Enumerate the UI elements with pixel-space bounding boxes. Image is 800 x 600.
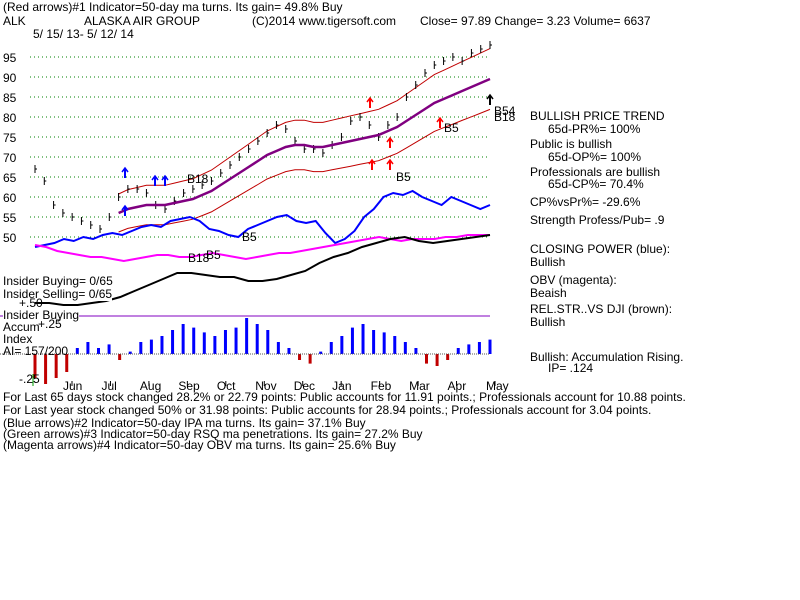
b18-annotation-c: B18 xyxy=(494,110,516,124)
y-tick-label: 55 xyxy=(3,211,17,225)
footer-magenta-arrows: (Magenta arrows)#4 Indicator=50-day OBV … xyxy=(3,438,396,452)
relstr-label: REL.STR..VS DJI (brown): xyxy=(530,302,673,316)
x-tick-label: Oct xyxy=(217,379,236,393)
obv-state: Beaish xyxy=(530,286,567,300)
closing-power-state: Bullish xyxy=(530,255,566,269)
lower-band xyxy=(118,108,491,233)
company-name: ALASKA AIR GROUP xyxy=(84,14,201,28)
y-tick-label: 50 xyxy=(3,231,17,245)
insider-selling-count: Insider Selling= 0/65 xyxy=(3,287,113,301)
chart-series xyxy=(33,41,492,384)
indicator-1-line: (Red arrows)#1 Indicator=50-day ma turns… xyxy=(3,0,343,14)
y-tick-label: 85 xyxy=(3,91,17,105)
obv-label: OBV (magenta): xyxy=(530,273,617,287)
footer-green-arrows: (Green arrows)#3 Indicator=50-day RSQ ma… xyxy=(3,427,423,441)
y-tick-label: 80 xyxy=(3,111,17,125)
x-tick-label: Jun xyxy=(63,379,82,393)
accum-status: Bullish: Accumulation Rising. xyxy=(530,350,684,364)
y-tick-label: 60 xyxy=(3,191,17,205)
cpvspr-label: CP%vsPr%= -29.6% xyxy=(530,195,641,209)
b18-annotation-a: B18 xyxy=(187,172,209,186)
b5-annotation-b: B5 xyxy=(242,230,257,244)
x-tick-label: Nov xyxy=(255,379,276,393)
quote-line: Close= 97.89 Change= 3.23 Volume= 6637 xyxy=(420,14,651,28)
y-tick-label: 95 xyxy=(3,51,17,65)
x-tick-label: Jul xyxy=(101,379,116,393)
y-tick-label: 65 xyxy=(3,171,17,185)
y-tick-label: 75 xyxy=(3,131,17,145)
op-label: 65d-OP%= 100% xyxy=(548,150,642,164)
bollinger-bands xyxy=(118,48,491,233)
index-label: Index xyxy=(3,332,33,346)
b18-annotation-b: B18 xyxy=(188,251,210,265)
cp-label: 65d-CP%= 70.4% xyxy=(548,177,644,191)
signal-arrowhead xyxy=(366,96,374,103)
minus25-label: -.25 xyxy=(19,372,40,386)
relstr-state: Bullish xyxy=(530,315,566,329)
y-tick-label: 70 xyxy=(3,151,17,165)
copyright: (C)2014 www.tigersoft.com xyxy=(252,14,397,28)
price-gridlines xyxy=(30,56,490,238)
signal-arrows xyxy=(121,93,494,216)
signal-arrowhead xyxy=(386,158,394,165)
insider-buying-count: Insider Buying= 0/65 xyxy=(3,274,113,288)
plus50-label: +.50 xyxy=(19,296,43,310)
date-range: 5/ 15/ 13- 5/ 12/ 14 xyxy=(33,27,134,41)
footer-line-65day: For Last 65 days stock changed 28.2% or … xyxy=(3,390,686,404)
signal-arrowhead xyxy=(121,204,129,211)
ticker: ALK xyxy=(3,14,26,28)
x-tick-label: Sep xyxy=(178,379,200,393)
ip-value: IP= .124 xyxy=(548,361,594,375)
trend-label: BULLISH PRICE TREND xyxy=(530,109,665,123)
plus25-label: +.25 xyxy=(38,317,62,331)
strength-label: Strength Profess/Pub= .9 xyxy=(530,213,665,227)
signal-arrowhead xyxy=(436,116,444,123)
x-tick-label: Dec xyxy=(294,379,315,393)
x-tick-label: May xyxy=(486,379,509,393)
x-tick-label: Mar xyxy=(409,379,430,393)
b54-annotation: B54 xyxy=(494,104,516,118)
b5-annotation-c: B5 xyxy=(396,170,411,184)
ai-value: AI= 157/200 xyxy=(3,344,69,358)
signal-arrowhead xyxy=(121,166,129,173)
pr-label: 65d-PR%= 100% xyxy=(548,122,641,136)
b5-annotation-a: B5 xyxy=(206,248,221,262)
x-tick-label: Jan xyxy=(332,379,351,393)
footer-line-year: For Last year stock changed 50% or 31.98… xyxy=(3,403,652,417)
b5-annotation-d: B5 xyxy=(444,121,459,135)
x-tick-label: Aug xyxy=(140,379,161,393)
public-label: Public is bullish xyxy=(530,137,613,151)
ma50-line xyxy=(118,77,491,215)
upper-band xyxy=(118,48,491,195)
signal-arrowhead xyxy=(368,158,376,165)
x-tick-label: Apr xyxy=(448,379,467,393)
signal-arrowhead xyxy=(161,174,169,181)
closing-power-label: CLOSING POWER (blue): xyxy=(530,242,671,256)
obv-line xyxy=(34,234,490,263)
x-tick-label: Feb xyxy=(371,379,392,393)
signal-arrowhead xyxy=(386,136,394,143)
accum-label: Accum xyxy=(3,320,40,334)
footer-blue-arrows: (Blue arrows)#2 Indicator=50-day IPA ma … xyxy=(3,416,366,430)
signal-arrowhead xyxy=(151,174,159,181)
closing-power-line xyxy=(34,189,491,248)
insider-buying-label: Insider Buying xyxy=(3,308,80,322)
date-axis-ticks: Jun Jul Aug Sep Oct Nov Dec Jan Feb Mar Apr May xyxy=(63,379,509,393)
signal-arrowhead xyxy=(486,93,494,100)
professionals-label: Professionals are bullish xyxy=(530,165,661,179)
price-axis-ticks: 50 55 60 65 70 75 80 85 90 95 xyxy=(3,51,17,245)
y-tick-label: 90 xyxy=(3,71,17,85)
